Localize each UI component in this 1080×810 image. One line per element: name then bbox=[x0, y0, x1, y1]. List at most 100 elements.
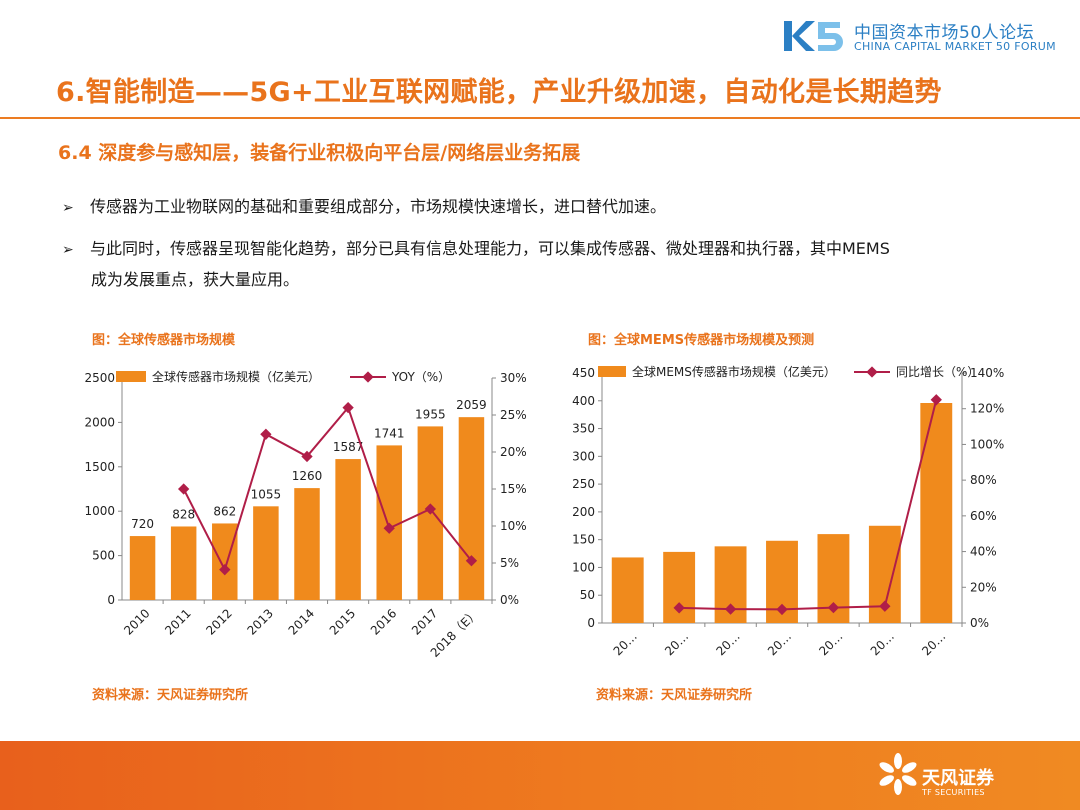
mems-market-chart: 0 50 100 150 200 250 300 350 400 450 0% 20% 40% 60% 80… bbox=[572, 364, 1004, 658]
y-tick-label: 350 bbox=[572, 422, 595, 436]
y-tick-label: 400 bbox=[572, 394, 595, 408]
chart2-title: 图：全球MEMS传感器市场规模及预测 bbox=[588, 333, 815, 348]
y-tick-label: 250 bbox=[572, 477, 595, 491]
section-subtitle: 6.4 深度参与感知层，装备行业积极向平台层/网络层业务拓展 bbox=[58, 142, 581, 164]
x-tick-label: 20… bbox=[714, 629, 743, 658]
y-tick-label: 200 bbox=[572, 505, 595, 519]
y2-tick-label: 140% bbox=[970, 366, 1004, 380]
y-tick-label: 150 bbox=[572, 533, 595, 547]
logo-title-en: CHINA CAPITAL MARKET 50 FORUM bbox=[854, 40, 1056, 53]
footer-brand-cn: 天风证券 bbox=[922, 768, 994, 789]
bar bbox=[294, 488, 320, 600]
title-divider bbox=[0, 117, 1080, 119]
bullet-item-2: ➢ 与此同时，传感器呈现智能化趋势，部分已具有信息处理能力，可以集成传感器、微处理… bbox=[62, 235, 890, 259]
y-tick-label: 50 bbox=[580, 588, 595, 602]
y-tick-label: 100 bbox=[572, 560, 595, 574]
y2-tick-label: 120% bbox=[970, 402, 1004, 416]
k5-logo-icon bbox=[784, 21, 843, 51]
chart1-title: 图：全球传感器市场规模 bbox=[92, 333, 236, 348]
y2-tick-label: 0% bbox=[500, 593, 519, 607]
bar-value-label: 1741 bbox=[374, 426, 405, 440]
bar-value-label: 720 bbox=[131, 517, 154, 531]
yoy-line bbox=[679, 399, 938, 611]
bar bbox=[170, 526, 197, 600]
x-tick-label: 2011 bbox=[162, 606, 193, 637]
y2-tick-label: 0% bbox=[970, 616, 989, 630]
bullet-item-1: ➢ 传感器为工业物联网的基础和重要组成部分，市场规模快速增长，进口替代加速。 bbox=[62, 193, 666, 217]
y2-tick-label: 40% bbox=[970, 545, 997, 559]
forum-logo: 中国资本市场50人论坛 CHINA CAPITAL MARKET 50 FORU… bbox=[782, 16, 1056, 56]
y2-tick-label: 20% bbox=[970, 580, 997, 594]
bar bbox=[335, 459, 361, 600]
arrow-bullet-icon: ➢ bbox=[62, 242, 74, 258]
legend-line-label: 同比增长（%） bbox=[896, 365, 979, 379]
bar-value-label: 1955 bbox=[415, 407, 446, 421]
y-tick-label: 0 bbox=[107, 593, 115, 607]
y2-tick-label: 5% bbox=[500, 556, 519, 570]
yoy-point bbox=[827, 601, 840, 614]
yoy-point bbox=[465, 555, 478, 567]
x-tick-label: 2014 bbox=[286, 606, 317, 637]
x-tick-label: 20… bbox=[919, 629, 948, 658]
bar bbox=[611, 557, 644, 623]
x-tick-label: 2016 bbox=[368, 606, 399, 637]
arrow-bullet-icon: ➢ bbox=[62, 200, 74, 216]
legend-bar-label: 全球传感器市场规模（亿美元） bbox=[152, 369, 320, 384]
y-tick-label: 1000 bbox=[84, 504, 115, 518]
bar-value-label: 2059 bbox=[456, 398, 487, 412]
x-tick-label: 20… bbox=[765, 629, 794, 658]
bar-value-label: 1055 bbox=[251, 487, 282, 501]
y2-tick-label: 60% bbox=[970, 509, 997, 523]
x-tick-label: 2017 bbox=[409, 606, 440, 637]
legend-bar-swatch bbox=[116, 371, 146, 382]
y-tick-label: 500 bbox=[92, 549, 115, 563]
legend-bar-swatch bbox=[598, 366, 626, 377]
x-tick-label: 2012 bbox=[203, 606, 234, 637]
yoy-point bbox=[178, 483, 190, 495]
y2-tick-label: 30% bbox=[500, 371, 527, 385]
legend-line-marker bbox=[866, 366, 878, 378]
x-tick-label: 20… bbox=[816, 629, 845, 658]
bar-value-label: 862 bbox=[213, 504, 236, 518]
y2-tick-label: 10% bbox=[500, 519, 527, 533]
footer-brand-en: TF SECURITIES bbox=[922, 788, 985, 797]
y-tick-label: 2500 bbox=[84, 371, 115, 385]
y2-tick-label: 100% bbox=[970, 437, 1004, 451]
tf-flower-logo-icon bbox=[879, 753, 917, 795]
x-tick-label: 20… bbox=[662, 629, 691, 658]
x-tick-label: 2013 bbox=[245, 606, 276, 637]
chart1-source: 资料来源：天风证券研究所 bbox=[92, 688, 249, 703]
yoy-point bbox=[219, 564, 231, 576]
legend-line-label: YOY（%） bbox=[391, 370, 450, 384]
y-tick-label: 300 bbox=[572, 449, 595, 463]
x-tick-label: 20… bbox=[611, 629, 640, 658]
y2-tick-label: 25% bbox=[500, 408, 527, 422]
logo-title-cn: 中国资本市场50人论坛 bbox=[854, 23, 1035, 43]
y-tick-label: 2000 bbox=[84, 415, 115, 429]
y2-tick-label: 20% bbox=[500, 445, 527, 459]
y-tick-label: 450 bbox=[572, 366, 595, 380]
x-tick-label: 2010 bbox=[121, 606, 152, 637]
yoy-point bbox=[383, 522, 395, 534]
bar bbox=[458, 417, 485, 600]
legend-bar-label: 全球MEMS传感器市场规模（亿美元） bbox=[632, 364, 836, 379]
legend-line-marker bbox=[362, 371, 374, 383]
bullet-text-2-continued: 成为发展重点，获大量应用。 bbox=[91, 270, 300, 289]
bullet-text-2: 与此同时，传感器呈现智能化趋势，部分已具有信息处理能力，可以集成传感器、微处理器… bbox=[90, 239, 890, 258]
bullet-text-1: 传感器为工业物联网的基础和重要组成部分，市场规模快速增长，进口替代加速。 bbox=[90, 197, 667, 216]
sensor-market-chart: 0 500 1000 1500 2000 2500 0% 5% 10% 15% 20% 25% 30% 7… bbox=[84, 369, 527, 660]
y-tick-label: 1500 bbox=[84, 460, 115, 474]
x-tick-label: 2015 bbox=[327, 606, 358, 637]
bar-value-label: 1587 bbox=[333, 440, 364, 454]
y2-tick-label: 80% bbox=[970, 473, 997, 487]
bar-value-label: 1260 bbox=[292, 469, 323, 483]
chart2-source: 资料来源：天风证券研究所 bbox=[596, 688, 753, 703]
yoy-point bbox=[424, 503, 436, 515]
y2-tick-label: 15% bbox=[500, 482, 527, 496]
yoy-point bbox=[879, 600, 891, 612]
bar bbox=[253, 506, 279, 600]
bar bbox=[212, 523, 238, 600]
yoy-point bbox=[260, 428, 272, 440]
y-tick-label: 0 bbox=[587, 616, 595, 630]
yoy-line bbox=[182, 405, 473, 573]
